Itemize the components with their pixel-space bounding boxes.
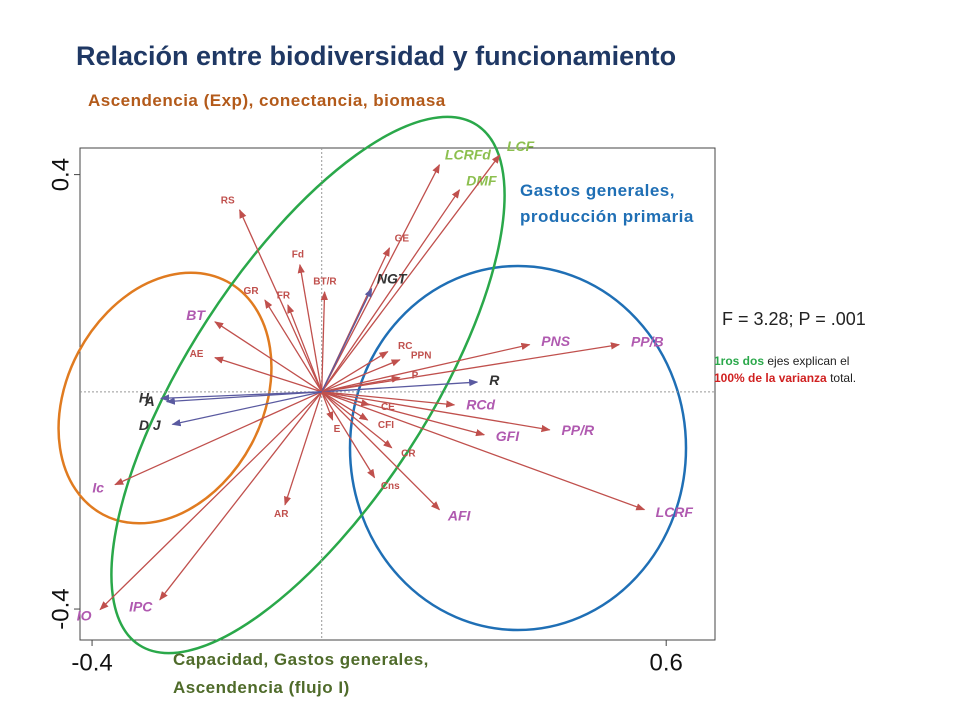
vector-arrow — [214, 321, 323, 393]
group-labels: Ascendencia (Exp), conectancia, biomasa … — [88, 91, 694, 697]
vector-arrow — [159, 391, 323, 601]
y-tick-label: -0.4 — [47, 588, 74, 629]
vector-arrow — [171, 391, 322, 427]
vector-arrow — [214, 356, 322, 393]
vector-arrow — [321, 391, 334, 421]
vector-label: Ic — [92, 479, 104, 495]
vector-arrow — [321, 154, 501, 393]
note-part: total. — [830, 371, 856, 385]
vector-arrow — [321, 391, 551, 433]
group-label: Ascendencia (Exp), conectancia, biomasa — [88, 91, 446, 110]
vector-arrow — [297, 263, 323, 392]
vector-label: LCRFd — [445, 147, 491, 163]
vector-arrow — [321, 287, 373, 393]
vector-label: A — [144, 393, 155, 409]
vector-label: AFI — [447, 507, 472, 523]
vector-arrow — [239, 209, 323, 393]
vector-arrow — [321, 359, 401, 393]
group-label-box: Capacidad, Gastos generales, Ascendencia… — [173, 650, 429, 697]
vector-label: GFI — [496, 428, 520, 444]
vector-label: DMF — [466, 172, 497, 188]
group-ellipse — [348, 264, 688, 632]
vector-label: E — [334, 424, 341, 435]
vector-arrow — [321, 342, 531, 393]
vector-arrow — [321, 342, 621, 393]
vector-label: RS — [221, 195, 235, 206]
x-tick-label: -0.4 — [71, 649, 112, 676]
vector-label: Cns — [381, 481, 400, 492]
vector-label: RC — [398, 341, 412, 352]
vector-arrow — [321, 351, 389, 393]
vector-arrow — [284, 391, 323, 506]
title: Relación entre biodiversidad y funcionam… — [76, 41, 676, 71]
group-label-box: Ascendencia (Exp), conectancia, biomasa — [88, 91, 446, 110]
vector-arrow — [287, 304, 323, 393]
vector-arrow — [321, 391, 393, 449]
vector-label: AR — [274, 509, 289, 520]
vector-arrow — [321, 391, 369, 421]
vector-label: AE — [190, 349, 204, 360]
vector-label: IO — [77, 607, 92, 623]
statistic: F = 3.28; P = .001 — [722, 309, 866, 329]
vector-arrow — [321, 391, 441, 511]
vector-arrow — [321, 391, 646, 511]
vector-label: IPC — [129, 598, 153, 614]
vector-label: CR — [401, 449, 416, 460]
vector-arrow — [264, 299, 323, 393]
vector-arrow — [321, 391, 456, 408]
vector-label: Fd — [292, 250, 304, 261]
group-label-box: Gastos generales, producción primaria — [520, 181, 694, 226]
vector-label: BT/R — [313, 277, 337, 288]
group-ellipse — [57, 271, 273, 525]
x-tick-label: 0.6 — [650, 649, 683, 676]
vector-arrow — [114, 391, 322, 486]
vector-label: LCF — [507, 138, 535, 154]
vector-label: LCRF — [656, 504, 694, 520]
vector-arrow — [321, 164, 440, 393]
vector-label: FR — [277, 290, 291, 301]
vector-arrow — [321, 391, 376, 479]
vector-arrow — [165, 391, 322, 405]
group-ellipse — [110, 115, 506, 655]
vector-label: PP/R — [561, 422, 595, 438]
vector-label: BT — [186, 307, 206, 323]
vector-arrow — [320, 290, 328, 392]
vector-arrow — [99, 391, 323, 611]
vector-label: R — [489, 372, 500, 388]
group-label: Capacidad, Gastos generales, Ascendencia… — [173, 650, 429, 697]
plot-frame — [79, 147, 716, 641]
vector-label: P — [412, 371, 419, 382]
vector-arrow — [321, 378, 479, 393]
vector-label: H — [139, 389, 150, 405]
vector-label: GR — [244, 286, 260, 297]
y-tick-label: 0.4 — [47, 158, 74, 191]
note-part: 1ros dos — [714, 354, 764, 368]
vector-arrow — [321, 189, 461, 393]
note-part: 100% de la varianza — [714, 371, 827, 385]
vector-label: RCd — [466, 397, 495, 413]
vector-label: NGT — [377, 270, 408, 286]
vector-arrow — [321, 391, 371, 407]
vector-label: GE — [395, 234, 410, 245]
vector-label: CFI — [378, 420, 394, 431]
vector-label: PPN — [411, 351, 432, 362]
note: 1ros dos ejes explican el 100% de la var… — [714, 354, 856, 385]
vector-label: PNS — [541, 333, 570, 349]
vector-label: CE — [381, 402, 395, 413]
plot: -0.4 0.6 -0.4 0.4 RS Fd BT/R GE DMF LCRFd LCF NGT GR… — [47, 138, 715, 676]
group-label: Gastos generales, producción primaria — [520, 181, 694, 226]
note-part: ejes explican el — [767, 354, 849, 368]
vector-label: PP/B — [631, 334, 664, 350]
vector-label: D J — [139, 417, 162, 433]
